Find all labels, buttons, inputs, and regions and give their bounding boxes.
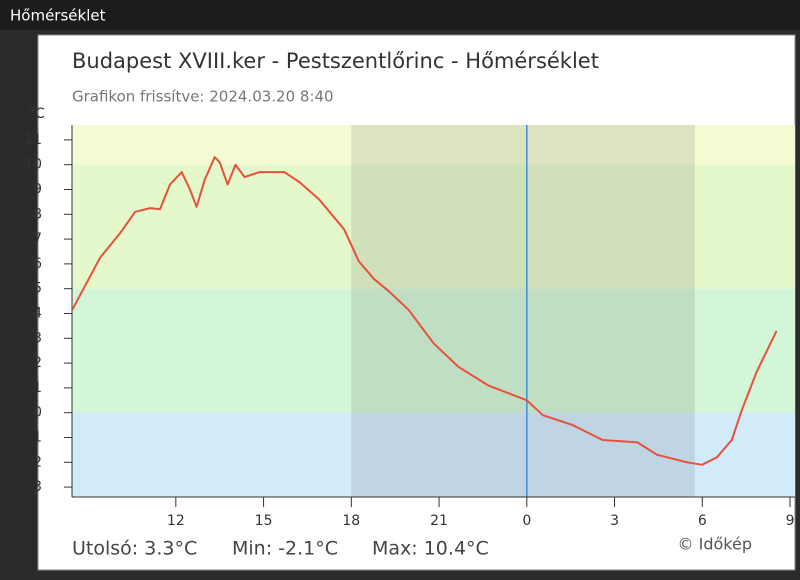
footer-max: Max: 10.4°C bbox=[372, 538, 489, 560]
chart-subtitle: Grafikon frissítve: 2024.03.20 8:40 bbox=[72, 88, 334, 106]
y-axis-label: °C bbox=[28, 106, 45, 122]
band bbox=[72, 125, 795, 165]
band bbox=[72, 412, 795, 497]
chart-title: Budapest XVIII.ker - Pestszentlőrinc - H… bbox=[72, 49, 599, 73]
y-tick-label: 1 bbox=[33, 380, 42, 396]
y-tick-label: -3 bbox=[28, 479, 42, 495]
y-tick-label: 4 bbox=[33, 305, 42, 321]
x-tick-label: 0 bbox=[522, 513, 531, 529]
x-tick-label: 9 bbox=[786, 513, 795, 529]
x-tick-label: 21 bbox=[430, 513, 448, 529]
y-tick-label: 7 bbox=[33, 231, 42, 247]
header-title: Hőmérséklet bbox=[10, 7, 106, 25]
x-tick-label: 6 bbox=[698, 513, 707, 529]
band bbox=[72, 288, 795, 413]
header-bar bbox=[0, 0, 800, 30]
y-tick-label: 3 bbox=[33, 330, 42, 346]
y-tick-label: -2 bbox=[28, 454, 42, 470]
y-tick-label: 8 bbox=[33, 206, 42, 222]
band bbox=[72, 164, 795, 289]
y-tick-label: 0 bbox=[33, 405, 42, 421]
x-tick-label: 15 bbox=[255, 513, 273, 529]
footer-credit: © Időkép bbox=[678, 535, 752, 554]
y-tick-label: 10 bbox=[24, 157, 42, 173]
footer-last: Utolsó: 3.3°C bbox=[72, 538, 197, 560]
y-tick-label: 2 bbox=[33, 355, 42, 371]
y-tick-label: 9 bbox=[33, 181, 42, 197]
y-tick-label: 5 bbox=[33, 281, 42, 297]
temperature-line bbox=[71, 156, 778, 466]
night-shade bbox=[351, 125, 695, 497]
x-tick-label: 18 bbox=[342, 513, 360, 529]
y-tick-label: 11 bbox=[24, 132, 42, 148]
y-tick-label: -1 bbox=[28, 429, 42, 445]
x-tick-label: 12 bbox=[167, 513, 185, 529]
y-tick-label: 6 bbox=[33, 256, 42, 272]
x-tick-label: 3 bbox=[610, 513, 619, 529]
footer-min: Min: -2.1°C bbox=[232, 538, 338, 560]
